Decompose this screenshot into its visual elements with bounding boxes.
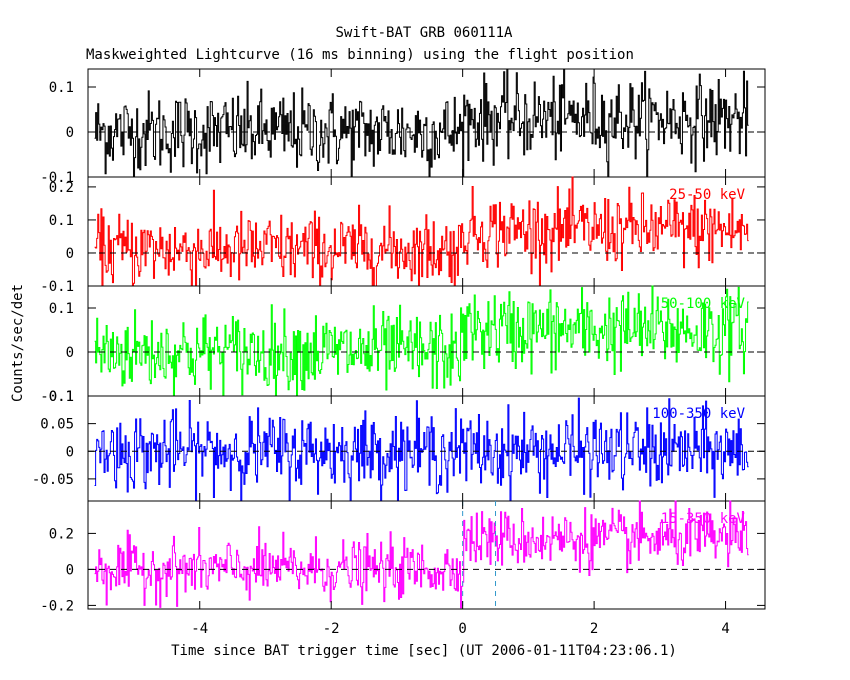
series-line: [94, 500, 749, 609]
chart-title: Swift-BAT GRB 060111A: [335, 25, 513, 41]
y-tick-label: 0: [66, 345, 74, 361]
x-tick-label: -2: [323, 621, 340, 637]
y-tick-label: 0.1: [49, 80, 74, 96]
y-tick-label: 0: [66, 125, 74, 141]
x-tick-label: -4: [191, 621, 208, 637]
series-line: [94, 397, 749, 502]
y-tick-label: 0: [66, 562, 74, 578]
y-tick-label: 0: [66, 246, 74, 262]
y-tick-label: -0.2: [40, 598, 74, 614]
x-tick-label: 0: [458, 621, 466, 637]
panel-1: -0.1 0 0.1: [40, 68, 766, 186]
band-label: 25-50 keV: [669, 187, 745, 203]
y-tick-label: -0.05: [32, 472, 74, 488]
y-tick-label: -0.1: [40, 389, 74, 405]
chart-subtitle: Maskweighted Lightcurve (16 ms binning) …: [86, 47, 634, 63]
y-tick-label: 0.05: [40, 417, 74, 433]
panel-2: 25-50 keV -0.1 0 0.1 0.2: [40, 176, 766, 295]
band-label: 100-350 keV: [652, 406, 745, 422]
panel-3: 50-100 keV-0.100.1: [40, 285, 766, 405]
y-tick-label: -0.1: [40, 279, 74, 295]
y-tick-label: 0.1: [49, 389, 74, 405]
x-tick-label: 4: [721, 621, 729, 637]
x-axis-label: Time since BAT trigger time [sec] (UT 20…: [171, 643, 677, 659]
y-tick-label: 0.1: [49, 301, 74, 317]
y-tick-label: 0.2: [49, 180, 74, 196]
x-tick-label: 2: [590, 621, 598, 637]
series-line: [94, 68, 749, 178]
panel-5: 15-350 keV-0.200.2: [40, 500, 766, 614]
series-line: [94, 176, 749, 287]
y-tick-label: 0.1: [49, 213, 74, 229]
panel-frame: [87, 500, 766, 610]
series-line: [94, 285, 749, 397]
panel-4: 100-350 keV -0.05 0 0.05 0.1: [32, 389, 766, 502]
y-tick-label: -0.1: [40, 170, 74, 186]
panels: -0.100.125-50 keV-0.100.10.250-100 keV-0…: [32, 68, 766, 637]
y-tick-label: 0.2: [49, 526, 74, 542]
y-axis-label: Counts/sec/det: [10, 284, 26, 402]
y-tick-label: 0: [66, 444, 74, 460]
